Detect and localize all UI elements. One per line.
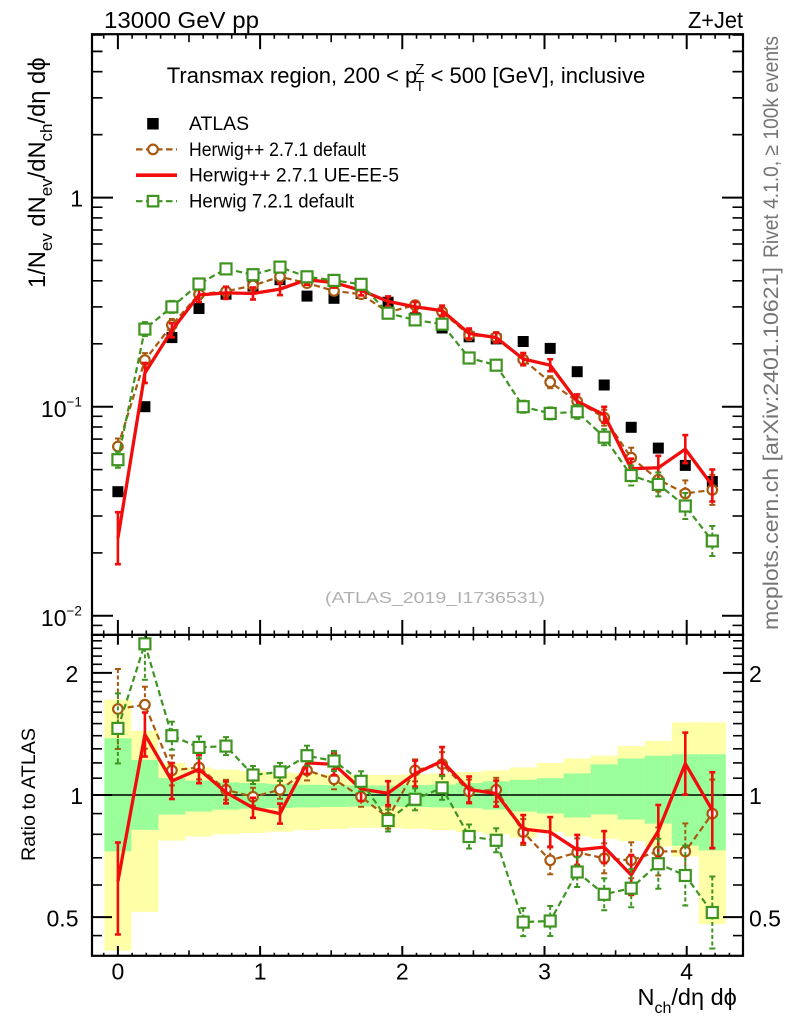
svg-text:Z+Jet: Z+Jet (688, 7, 744, 33)
svg-text:3: 3 (538, 959, 551, 985)
svg-text:−2: −2 (67, 604, 82, 619)
svg-text:1: 1 (70, 186, 83, 212)
svg-text:2: 2 (66, 661, 79, 687)
svg-text:Rivet 4.1.0, ≥ 100k events: Rivet 4.1.0, ≥ 100k events (759, 36, 783, 258)
svg-text:Herwig 7.2.1 default: Herwig 7.2.1 default (189, 192, 355, 213)
svg-text:−1: −1 (67, 395, 82, 410)
svg-text:4: 4 (680, 959, 693, 985)
svg-text:ATLAS: ATLAS (189, 114, 249, 135)
svg-text:0.5: 0.5 (749, 905, 781, 931)
svg-text:1/Nev dNev/dNch/dη dϕ: 1/Nev dNev/dNch/dη dϕ (25, 58, 56, 288)
svg-text:(ATLAS_2019_I1736531): (ATLAS_2019_I1736531) (325, 590, 545, 607)
svg-text:1: 1 (749, 783, 762, 809)
svg-text:1: 1 (70, 783, 83, 809)
svg-text:2: 2 (749, 661, 762, 687)
svg-text:0.5: 0.5 (47, 905, 79, 931)
svg-text:2: 2 (396, 959, 409, 985)
svg-text:mcplots.cern.ch [arXiv:2401.10: mcplots.cern.ch [arXiv:2401.10621] (759, 267, 783, 630)
svg-text:10: 10 (41, 396, 67, 422)
svg-text:10: 10 (41, 605, 67, 631)
svg-text:0: 0 (112, 959, 125, 985)
svg-text:Herwig++ 2.7.1 UE-EE-5: Herwig++ 2.7.1 UE-EE-5 (189, 166, 399, 187)
svg-text:Herwig++ 2.7.1 default: Herwig++ 2.7.1 default (189, 140, 367, 161)
svg-text:13000 GeV pp: 13000 GeV pp (104, 7, 259, 33)
svg-text:1: 1 (254, 959, 267, 985)
svg-text:Ratio to ATLAS: Ratio to ATLAS (19, 728, 40, 861)
